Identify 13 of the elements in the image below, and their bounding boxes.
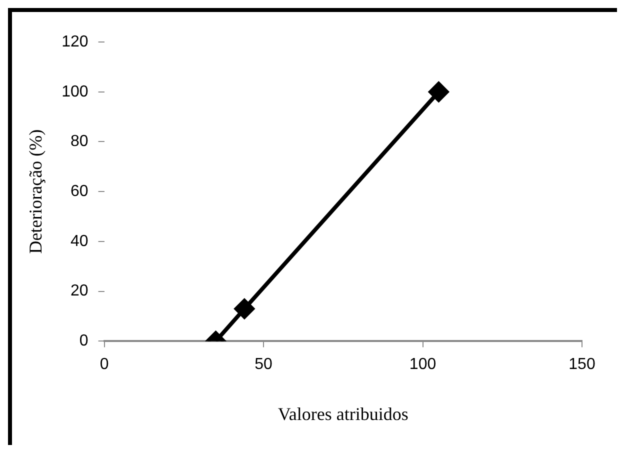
y-tick-label: 40 xyxy=(70,232,88,250)
x-tick-label: 50 xyxy=(254,356,273,374)
y-tick-label: 80 xyxy=(70,133,88,150)
y-tick-label: 100 xyxy=(62,83,88,100)
x-axis-title: Valores atribuidos xyxy=(278,404,408,424)
x-tick-label: 150 xyxy=(568,356,596,374)
y-tick-label: 60 xyxy=(70,183,88,200)
x-tick-label: 100 xyxy=(409,356,436,374)
y-tick-label: 120 xyxy=(62,33,88,50)
y-tick-label: 0 xyxy=(79,332,88,350)
y-axis-title: Deterioração (%) xyxy=(26,129,46,254)
x-tick-label: 0 xyxy=(100,356,109,374)
y-tick-label: 20 xyxy=(70,282,88,300)
